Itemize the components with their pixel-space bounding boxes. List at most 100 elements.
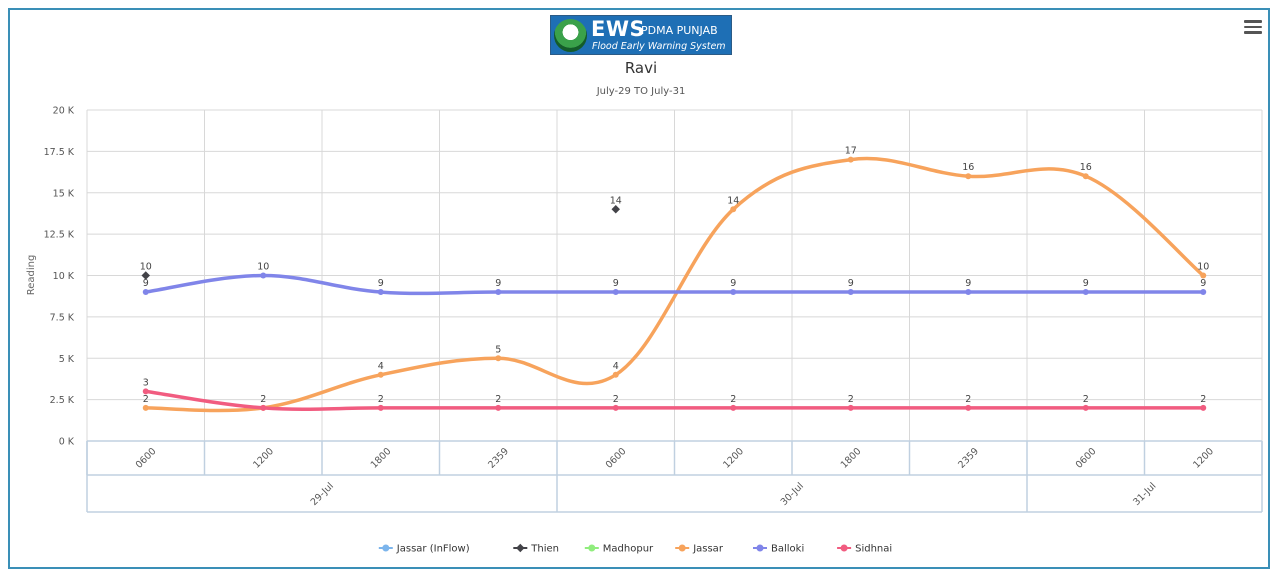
x-tick-label: 0600 [134, 446, 159, 471]
chart-menu-button[interactable] [1244, 20, 1262, 36]
series-line-sidhnai [144, 389, 1205, 411]
data-label-sidhnai: 2 [730, 394, 736, 405]
data-label-balloki: 9 [378, 278, 384, 289]
y-tick-label: 15 K [53, 188, 75, 199]
legend-label: Madhopur [603, 544, 654, 555]
data-label-jassar: 16 [1080, 162, 1092, 173]
legend-marker [588, 544, 596, 552]
data-point-jassar [1082, 173, 1089, 180]
legend-item-balloki[interactable]: Balloki [753, 544, 804, 555]
data-label-jassar: 14 [727, 195, 739, 206]
y-axis-title: Reading [26, 255, 37, 296]
data-label-balloki: 9 [1083, 278, 1089, 289]
data-label-sidhnai: 2 [965, 394, 971, 405]
data-label-balloki: 9 [730, 278, 736, 289]
data-label-balloki: 9 [143, 278, 149, 289]
x-group-label: 30-Jul [779, 481, 806, 508]
series-line-jassar [144, 156, 1205, 413]
legend-item-madhopur[interactable]: Madhopur [584, 544, 654, 555]
data-point-jassar [847, 156, 854, 163]
legend-item-thien[interactable]: Thien [513, 544, 559, 555]
data-point-balloki [847, 289, 854, 296]
data-point-jassar [612, 371, 619, 378]
legend-label: Balloki [771, 544, 804, 555]
data-label-jassar: 4 [378, 361, 384, 372]
data-point-balloki [612, 289, 619, 296]
data-point-thien [141, 271, 150, 280]
data-label-sidhnai: 2 [495, 394, 501, 405]
data-label-thien: 14 [610, 195, 622, 206]
series-line-balloki [144, 273, 1205, 296]
data-point-sidhnai [847, 404, 854, 411]
legend-marker [382, 544, 390, 552]
data-point-sidhnai [377, 404, 384, 411]
data-point-sidhnai [142, 388, 149, 395]
data-point-sidhnai [965, 404, 972, 411]
data-label-balloki: 10 [257, 262, 269, 273]
data-label-jassar: 4 [613, 361, 619, 372]
legend-marker [756, 544, 764, 552]
x-tick-label: 1800 [839, 446, 864, 471]
x-tick-label: 2359 [486, 446, 511, 471]
legend-item-sidhnai[interactable]: Sidhnai [837, 544, 892, 555]
data-point-balloki [260, 272, 267, 279]
legend-marker [678, 544, 686, 552]
data-label-balloki: 9 [495, 278, 501, 289]
x-tick-label: 0600 [604, 446, 629, 471]
data-point-balloki [495, 289, 502, 296]
x-tick-label: 1200 [1191, 446, 1216, 471]
data-point-jassar [965, 173, 972, 180]
data-point-sidhnai [260, 404, 267, 411]
data-label-jassar: 5 [495, 344, 501, 355]
data-point-jassar [495, 355, 502, 362]
data-point-balloki [142, 289, 149, 296]
legend-item-jassar[interactable]: Jassar [675, 544, 724, 555]
ews-logo: EWS PDMA PUNJAB Flood Early Warning Syst… [550, 15, 732, 55]
legend-label: Thien [530, 544, 559, 555]
data-point-balloki [1082, 289, 1089, 296]
x-tick-label: 1200 [251, 446, 276, 471]
data-label-jassar: 2 [143, 394, 149, 405]
legend-item-jassar-inflow[interactable]: Jassar (InFlow) [378, 544, 470, 555]
y-tick-label: 5 K [59, 354, 75, 365]
legend-label: Jassar [692, 544, 724, 555]
logo-sub-text: Flood Early Warning System [592, 41, 726, 52]
data-point-jassar [1200, 272, 1207, 279]
data-point-balloki [1200, 289, 1207, 296]
x-tick-label: 0600 [1074, 446, 1099, 471]
legend-label: Jassar (InFlow) [396, 544, 470, 555]
x-tick-label: 1800 [369, 446, 394, 471]
x-tick-label: 1200 [721, 446, 746, 471]
chart-title: Ravi [625, 59, 657, 77]
data-point-sidhnai [1200, 404, 1207, 411]
data-point-jassar [377, 371, 384, 378]
legend-marker [840, 544, 848, 552]
data-point-balloki [377, 289, 384, 296]
data-label-sidhnai: 2 [260, 394, 266, 405]
x-group-label: 31-Jul [1131, 481, 1158, 508]
data-point-thien [611, 205, 620, 214]
data-label-sidhnai: 2 [378, 394, 384, 405]
data-label-balloki: 9 [613, 278, 619, 289]
data-point-balloki [965, 289, 972, 296]
data-label-sidhnai: 2 [1083, 394, 1089, 405]
y-tick-label: 17.5 K [44, 147, 75, 158]
data-label-sidhnai: 2 [613, 394, 619, 405]
data-label-sidhnai: 2 [1200, 394, 1206, 405]
data-label-jassar: 16 [962, 162, 974, 173]
chart-subtitle: July-29 TO July-31 [596, 86, 686, 97]
logo-emblem [554, 19, 587, 52]
data-point-jassar [142, 404, 149, 411]
data-point-sidhnai [612, 404, 619, 411]
data-label-sidhnai: 2 [848, 394, 854, 405]
y-tick-label: 2.5 K [50, 395, 75, 406]
y-tick-label: 20 K [53, 106, 75, 117]
data-label-jassar: 10 [1197, 262, 1209, 273]
data-label-balloki: 9 [848, 278, 854, 289]
hamburger-icon [1244, 20, 1262, 23]
data-point-sidhnai [1082, 404, 1089, 411]
y-tick-label: 10 K [53, 271, 75, 282]
y-tick-label: 7.5 K [50, 312, 75, 323]
data-point-balloki [730, 289, 737, 296]
